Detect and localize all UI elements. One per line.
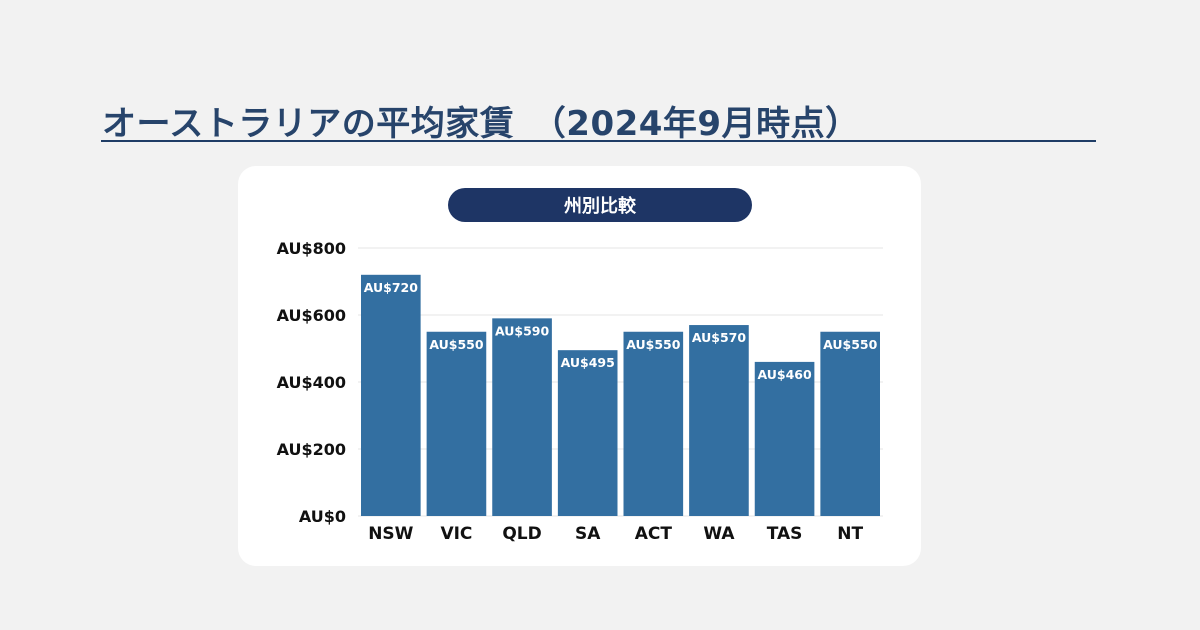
- bar-value-label: AU$550: [429, 337, 484, 352]
- y-tick-label: AU$400: [277, 373, 346, 392]
- x-category-label: NT: [837, 524, 863, 544]
- y-axis-tick-labels: AU$0 AU$200 AU$400 AU$600 AU$800: [277, 239, 346, 526]
- x-category-label: NSW: [368, 524, 413, 544]
- x-category-label: ACT: [635, 524, 673, 544]
- bar-act: [623, 331, 684, 516]
- y-tick-label: AU$200: [277, 440, 346, 459]
- bar-nsw: [361, 274, 421, 516]
- bars: AU$720 AU$550 AU$590 AU$495 AU$550 AU$570 AU$4…: [361, 274, 880, 516]
- chart-subtitle-badge: 州別比較: [448, 188, 752, 222]
- bar-nt: [820, 331, 880, 516]
- x-category-label: QLD: [502, 524, 541, 544]
- x-category-label: SA: [575, 524, 601, 544]
- page-title: オーストラリアの平均家賃 （2024年9月時点）: [102, 104, 860, 144]
- x-axis-category-labels: NSW VIC QLD SA ACT WA TAS NT: [368, 524, 863, 544]
- bar-value-label: AU$460: [757, 367, 812, 382]
- x-category-label: WA: [703, 524, 735, 544]
- y-tick-label: AU$0: [299, 507, 346, 526]
- bar-value-label: AU$570: [692, 330, 747, 345]
- title-divider: [101, 140, 1096, 142]
- x-category-label: TAS: [767, 524, 803, 544]
- bar-value-label: AU$590: [495, 323, 550, 338]
- bar-vic: [426, 331, 487, 516]
- x-category-label: VIC: [440, 524, 472, 544]
- bar-qld: [492, 318, 552, 516]
- bar-value-label: AU$495: [561, 355, 615, 370]
- bar-value-label: AU$720: [364, 280, 419, 295]
- bar-chart: AU$0 AU$200 AU$400 AU$600 AU$800 AU$720 AU$55…: [277, 239, 883, 544]
- bar-sa: [557, 350, 618, 516]
- bar-value-label: AU$550: [823, 337, 878, 352]
- bar-tas: [754, 361, 815, 516]
- y-tick-label: AU$800: [277, 239, 346, 258]
- bar-wa: [689, 325, 749, 516]
- y-tick-label: AU$600: [277, 306, 346, 325]
- chart-card: AU$0 AU$200 AU$400 AU$600 AU$800 AU$720 AU$55…: [238, 166, 921, 566]
- bar-value-label: AU$550: [626, 337, 681, 352]
